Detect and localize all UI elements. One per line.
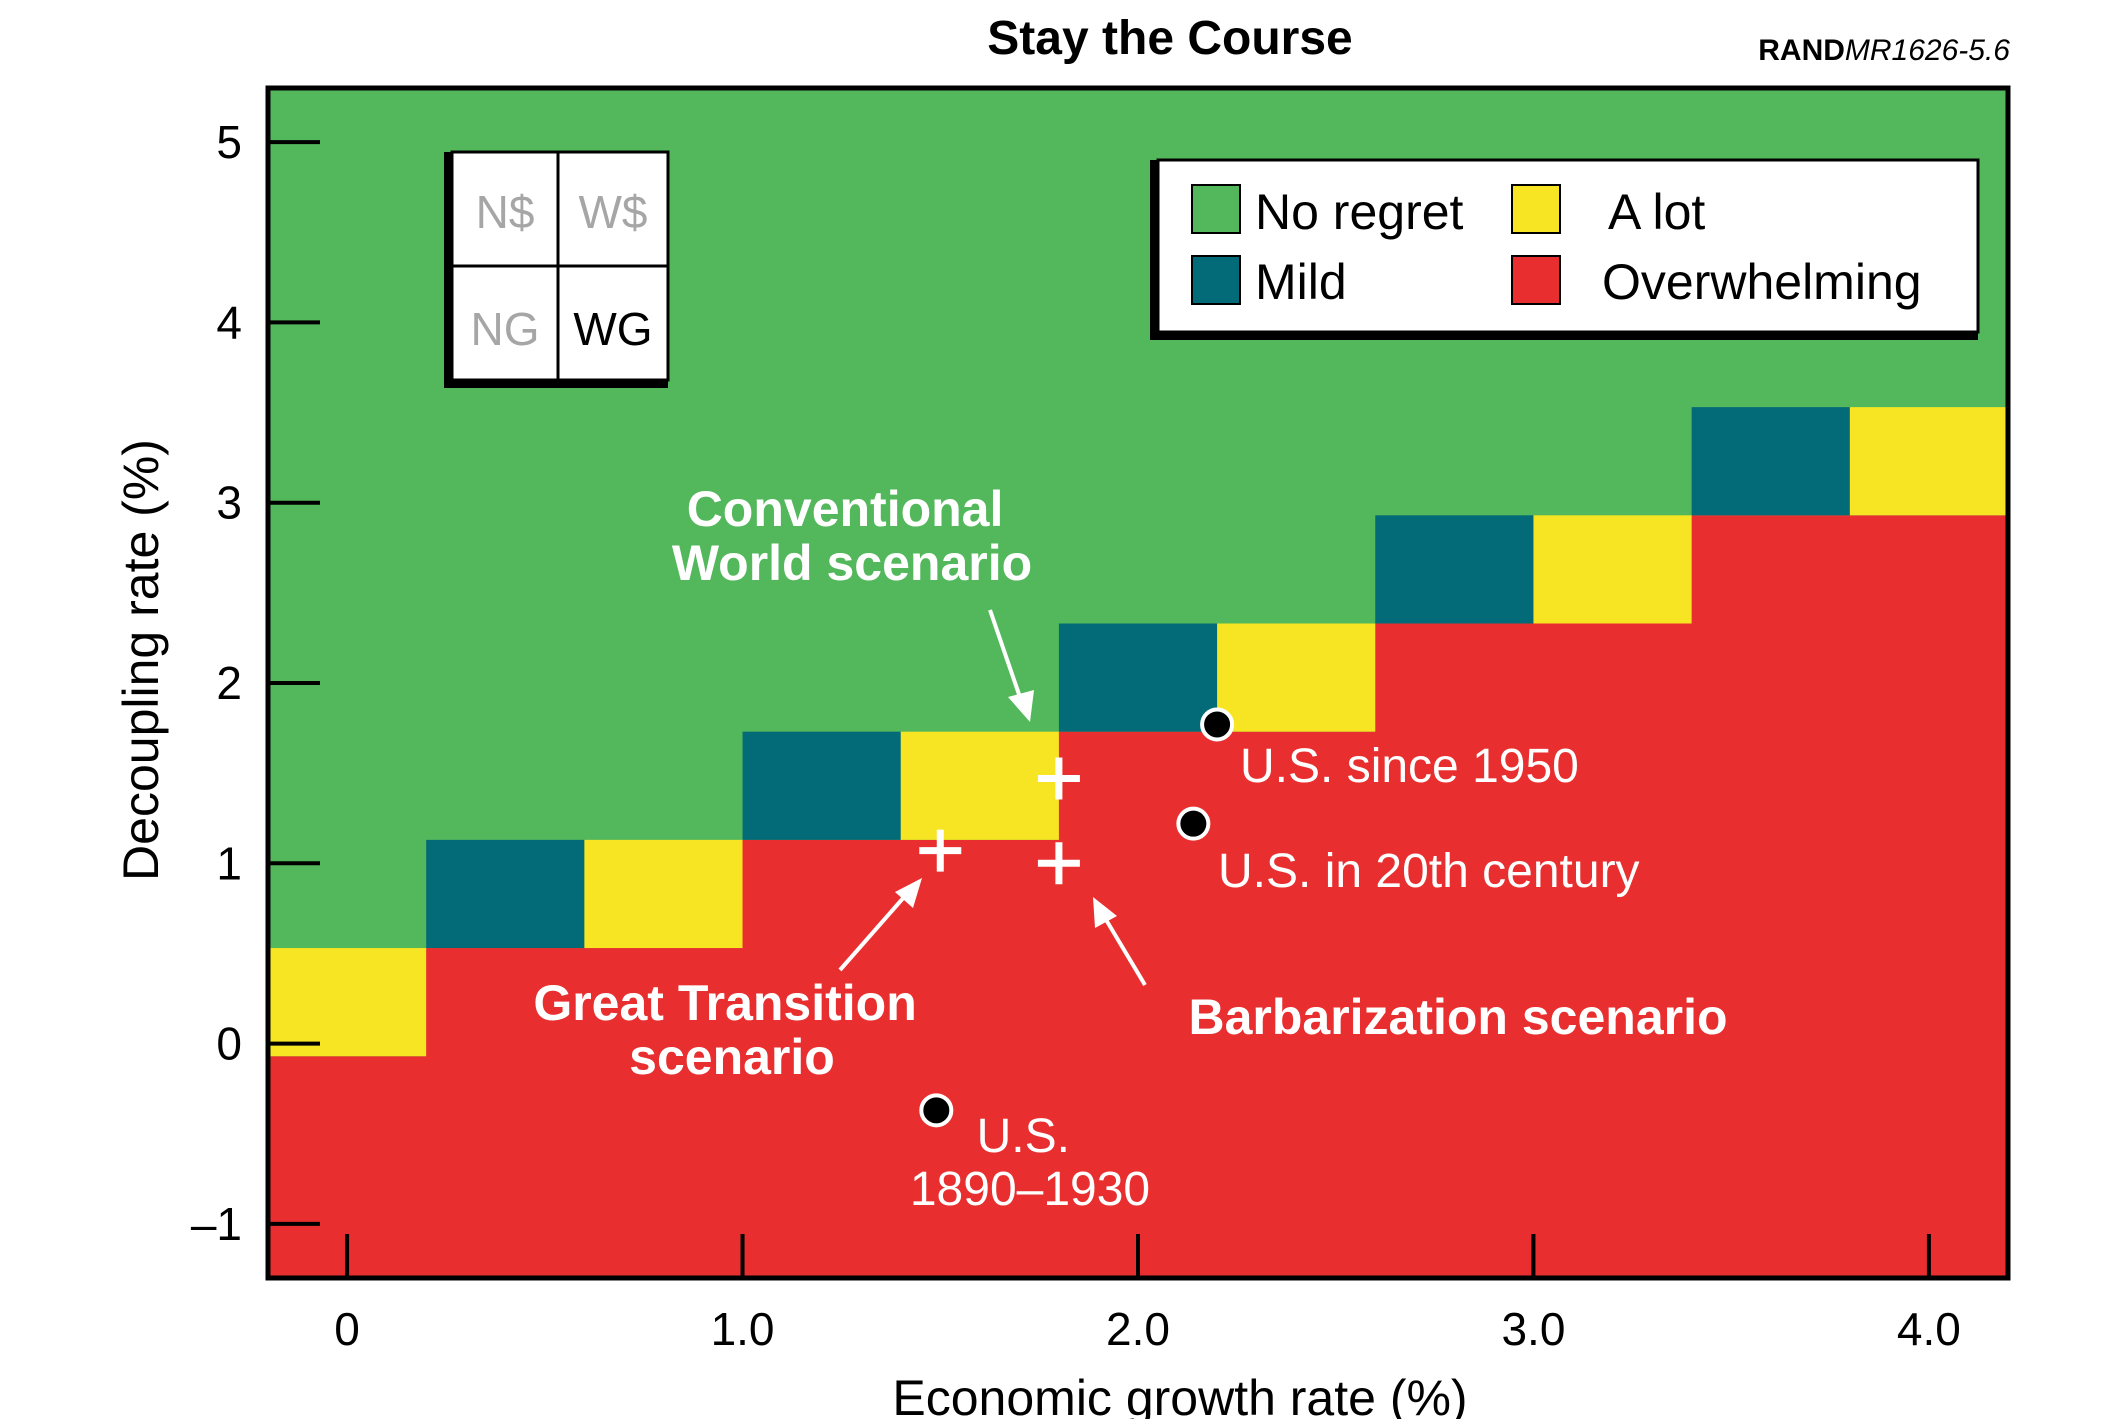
x-tick-label: 4.0 [1897,1303,1961,1355]
barbarization-arrowhead [1093,897,1117,928]
great-transition-label-line1: Great Transition [533,975,916,1031]
y-tick-label: 2 [216,657,242,709]
x-axis-ticks: 0 1.0 2.0 3.0 4.0 [334,1234,1961,1355]
legend-label-overwhelming: Overwhelming [1602,254,1922,310]
y-tick-label: 5 [216,116,242,168]
great-transition-arrowhead [895,878,922,908]
inset-cell-w-dollar: W$ [579,186,648,238]
chart-title: Stay the Course [987,12,1352,65]
chart-credit: RANDMR1626-5.6 [1758,34,2010,67]
credit-org: RAND [1758,34,1845,67]
conventional-world-label: Conventional World scenario [672,481,1032,591]
historical-point [1176,806,1211,841]
conventional-world-arrow [988,609,1024,704]
scenario-point [1037,757,1080,800]
mild-cell [426,839,585,949]
mild-cell [1375,515,1534,624]
historical-point [1200,707,1235,742]
us-20th-century-label: U.S. in 20th century [1218,845,1640,898]
great-transition-label: Great Transition scenario [533,975,930,1085]
overwhelming-cell [1691,515,1851,1278]
conventional-world-label-line2: World scenario [672,535,1032,591]
conventional-world-label-line1: Conventional [687,481,1004,537]
inset-cell-ng: NG [471,303,540,355]
historical-labels: U.S. since 1950 U.S. in 20th century U.S… [910,740,1640,1216]
mild-cell [742,731,902,840]
historical-point [919,1093,954,1128]
legend-swatch-mild [1191,255,1241,305]
legend: No regret A lot Mild Overwhelming [1150,158,1980,340]
us-1890-1930-label-line2: 1890–1930 [910,1163,1150,1216]
a-lot-cell [1849,407,2009,516]
scenario-point [1037,842,1080,885]
great-transition-label-line2: scenario [629,1029,835,1085]
inset-cell-wg: WG [573,303,652,355]
scenario-annotations: Conventional World scenario Great Transi… [533,481,1727,1085]
great-transition-arrow [838,894,907,972]
mild-cell [1691,407,1851,516]
overwhelming-cell [426,948,585,1278]
overwhelming-cell [1375,623,1534,1278]
legend-swatch-no-regret [1191,184,1241,234]
overwhelming-cell [900,839,1060,1278]
legend-label-a-lot: A lot [1608,184,1705,240]
conventional-world-arrowhead [1008,690,1034,722]
overwhelming-cell [1217,731,1376,1278]
x-tick-label: 0 [334,1303,360,1355]
y-tick-label: 0 [216,1018,242,1070]
x-tick-label: 1.0 [711,1303,775,1355]
y-tick-label: 1 [216,837,242,889]
scenario-point [919,829,962,872]
a-lot-cell [268,948,427,1057]
legend-swatch-a-lot [1511,184,1561,234]
y-axis-label: Decoupling rate (%) [113,439,169,881]
scenario-inset: N$ W$ NG WG [444,150,670,388]
a-lot-cell [1217,623,1376,732]
barbarization-arrow [1103,916,1147,987]
legend-box [1156,158,1980,334]
legend-label-no-regret: No regret [1255,184,1464,240]
a-lot-cell [584,839,744,949]
x-tick-label: 2.0 [1106,1303,1170,1355]
credit-code: MR1626-5.6 [1845,34,2010,67]
data-points [919,707,1235,1128]
overwhelming-cell [742,839,902,1278]
us-since-1950-label: U.S. since 1950 [1240,740,1579,793]
y-tick-label: 3 [216,477,242,529]
a-lot-cell [900,731,1060,840]
x-axis-label: Economic growth rate (%) [892,1370,1467,1419]
overwhelming-cell [584,948,744,1278]
legend-label-mild: Mild [1255,254,1347,310]
y-axis-ticks: –1 0 1 2 3 4 5 [191,116,320,1250]
a-lot-cell [1533,515,1693,624]
x-tick-label: 3.0 [1501,1303,1565,1355]
us-1890-1930-label: U.S. 1890–1930 [910,1110,1150,1216]
us-1890-1930-label-line1: U.S. [977,1110,1070,1163]
y-tick-label: 4 [216,296,242,348]
mild-cell [1058,623,1218,732]
y-tick-label: –1 [191,1198,242,1250]
legend-swatch-overwhelming [1511,255,1561,305]
overwhelming-cell [1849,515,2009,1278]
overwhelming-cell [1533,623,1693,1278]
inset-cell-n-dollar: N$ [476,186,535,238]
barbarization-label: Barbarization scenario [1188,989,1727,1045]
